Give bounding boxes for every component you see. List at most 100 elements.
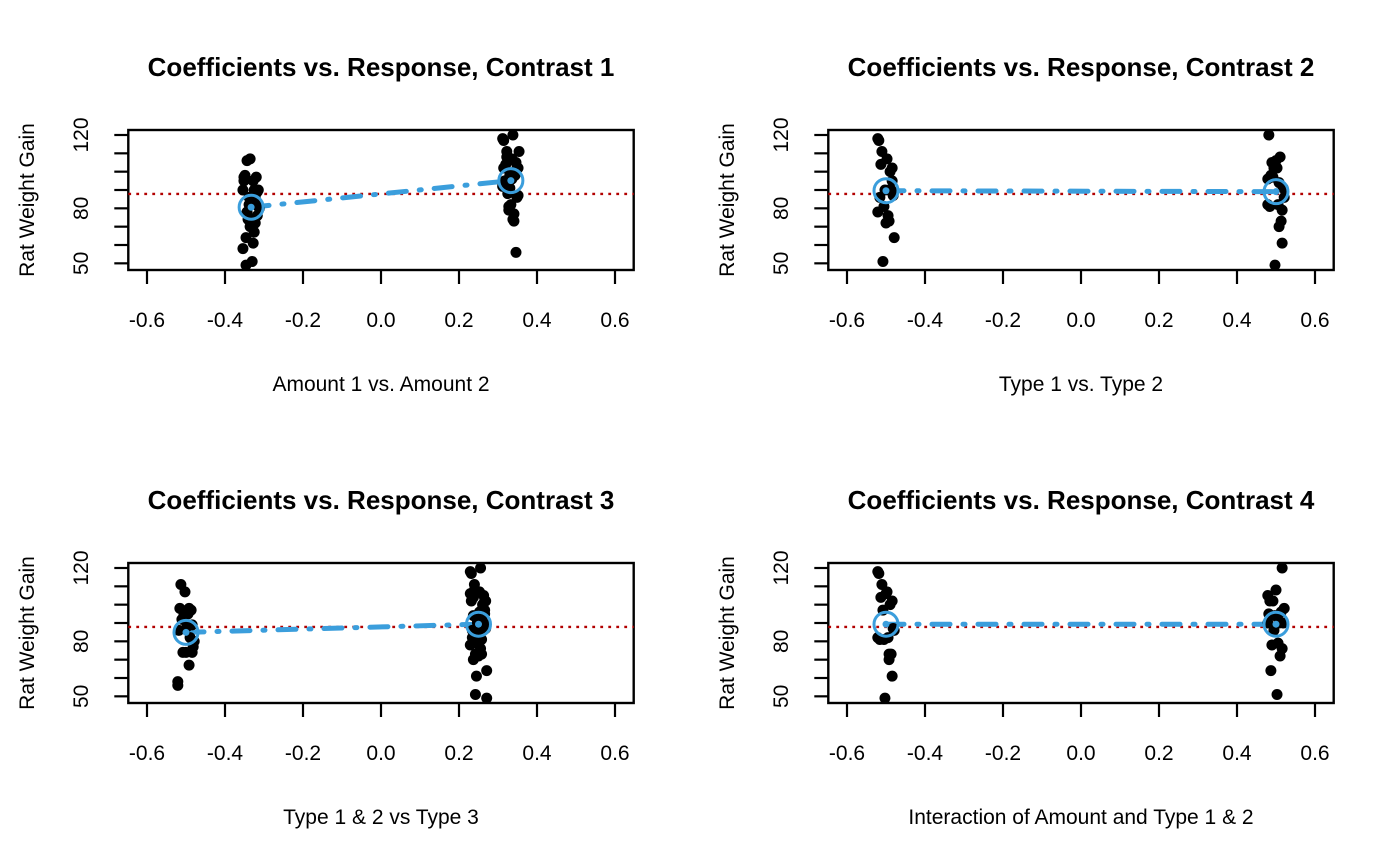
- x-axis-label: Interaction of Amount and Type 1 & 2: [908, 806, 1253, 829]
- x-axis-label: Amount 1 vs. Amount 2: [272, 373, 489, 396]
- data-point: [172, 676, 184, 688]
- x-axis-label: Type 1 vs. Type 2: [999, 373, 1163, 396]
- group-mean-dot: [247, 203, 255, 211]
- y-tick-label: 50: [70, 685, 93, 708]
- panel-contrast-4: -0.6 -0.4 -0.2 0.0 0.2 0.4 0.6 50 80 120 Coefficie…: [716, 485, 1335, 829]
- data-point: [481, 665, 493, 677]
- data-point: [467, 654, 479, 666]
- x-axis-label: Type 1 & 2 vs Type 3: [283, 806, 479, 829]
- data-point: [884, 166, 896, 178]
- data-point: [185, 604, 197, 616]
- y-tick-label: 120: [770, 550, 793, 585]
- x-tick-label: 0.6: [1300, 742, 1329, 765]
- x-tick-label: 0.4: [522, 309, 552, 332]
- x-tick-label: 0.2: [1144, 742, 1173, 765]
- data-point: [1273, 221, 1285, 233]
- data-point: [183, 659, 195, 671]
- group-mean-dot: [1272, 188, 1280, 196]
- x-tick-label: 0.0: [1066, 309, 1095, 332]
- data-point: [873, 134, 885, 146]
- data-point: [501, 151, 513, 163]
- panel-contrast-1: -0.6 -0.4 -0.2 0.0 0.2 0.4 0.6 50 80 120 Coefficie…: [16, 52, 635, 396]
- y-axis-label: Rat Weight Gain: [716, 123, 739, 277]
- data-point: [481, 692, 493, 704]
- data-point: [179, 586, 191, 598]
- x-tick-label: -0.4: [207, 309, 244, 332]
- x-tick-label: -0.6: [129, 309, 165, 332]
- x-tick-label: 0.6: [1300, 309, 1329, 332]
- data-point: [478, 589, 490, 601]
- data-point: [1271, 688, 1283, 700]
- group-mean-circle: [497, 167, 525, 195]
- x-tick-label: 0.0: [366, 309, 395, 332]
- group-mean-dot: [882, 187, 890, 195]
- group-mean-circle: [237, 193, 265, 221]
- data-point: [238, 171, 250, 183]
- data-point: [873, 568, 885, 579]
- data-point: [886, 670, 898, 682]
- y-tick-label: 50: [70, 252, 93, 275]
- data-point: [872, 206, 884, 218]
- x-tick-label: -0.6: [129, 742, 165, 765]
- group-mean-circle: [465, 610, 492, 638]
- data-point: [250, 171, 262, 183]
- data-point: [510, 246, 522, 258]
- data-point: [1278, 602, 1290, 614]
- data-point: [877, 255, 889, 267]
- x-tick-label: -0.2: [985, 309, 1021, 332]
- data-point: [511, 191, 523, 203]
- data-point: [883, 654, 895, 666]
- data-point: [240, 259, 252, 271]
- group-mean-circle: [872, 610, 900, 638]
- data-point: [880, 588, 892, 600]
- x-tick-label: 0.6: [600, 742, 629, 765]
- y-axis-label: Rat Weight Gain: [16, 123, 39, 277]
- group-mean-circle: [872, 177, 900, 205]
- panel-title: Coefficients vs. Response, Contrast 1: [148, 52, 615, 82]
- data-point: [1265, 665, 1277, 677]
- x-tick-label: 0.4: [1222, 742, 1252, 765]
- group-mean-dot: [1272, 620, 1280, 628]
- group-mean-dot: [882, 620, 890, 628]
- y-axis-label: Rat Weight Gain: [16, 556, 39, 710]
- data-point: [241, 155, 253, 167]
- x-tick-label: -0.6: [829, 309, 865, 332]
- data-point: [1270, 584, 1282, 596]
- group-mean-circle: [1262, 178, 1290, 206]
- group-mean-dot: [475, 620, 482, 628]
- y-tick-label: 80: [70, 197, 93, 220]
- data-point: [244, 221, 256, 233]
- data-point: [1262, 589, 1274, 601]
- group-mean-dot: [507, 177, 515, 185]
- x-tick-label: 0.4: [522, 742, 552, 765]
- data-point: [1276, 237, 1288, 249]
- data-point: [503, 204, 515, 216]
- data-point: [1269, 259, 1281, 271]
- data-point: [513, 145, 525, 157]
- data-point: [880, 217, 892, 229]
- panel-contrast-3: -0.6 -0.4 -0.2 0.0 0.2 0.4 0.6 50 80 120 Coefficie…: [16, 485, 635, 829]
- y-tick-label: 80: [770, 630, 793, 653]
- y-tick-label: 80: [770, 197, 793, 220]
- panel-title: Coefficients vs. Response, Contrast 2: [848, 52, 1315, 82]
- data-point: [1276, 562, 1288, 574]
- data-point: [174, 602, 186, 614]
- x-tick-label: 0.2: [1144, 309, 1173, 332]
- contrast-mean-line: [248, 178, 514, 210]
- x-tick-label: 0.6: [600, 309, 629, 332]
- x-tick-label: 0.2: [444, 309, 473, 332]
- y-tick-label: 120: [70, 117, 93, 152]
- group-mean-dot: [182, 628, 190, 636]
- y-tick-label: 80: [70, 630, 93, 653]
- data-point: [1272, 637, 1284, 649]
- x-tick-label: -0.2: [285, 742, 321, 765]
- data-point: [237, 243, 249, 255]
- x-tick-label: -0.4: [907, 309, 944, 332]
- plot-box: [827, 128, 1335, 272]
- x-tick-label: 0.4: [1222, 309, 1252, 332]
- x-tick-label: -0.6: [829, 742, 865, 765]
- contrast-mean-line: [883, 188, 1279, 195]
- x-tick-label: -0.4: [907, 742, 944, 765]
- plot-box: [827, 561, 1335, 705]
